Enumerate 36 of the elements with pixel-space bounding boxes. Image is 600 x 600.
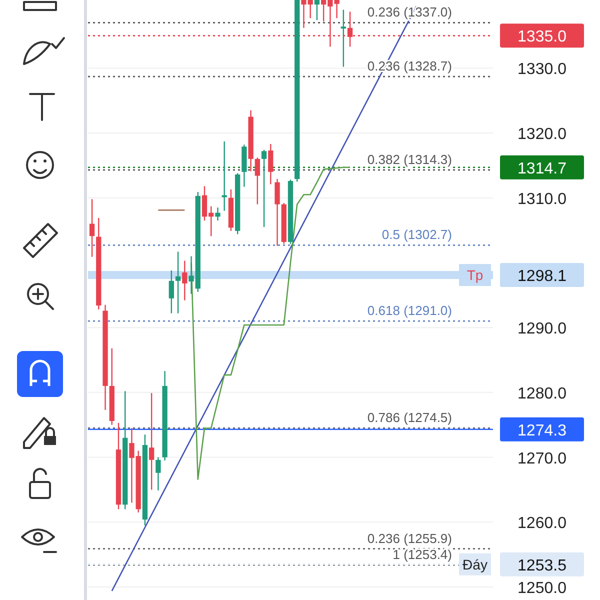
annotation: Đáy xyxy=(462,556,488,572)
candlestick xyxy=(274,178,280,246)
candlestick xyxy=(222,140,227,212)
y-tick-label: 1290.0 xyxy=(518,320,567,338)
annotation: Tp xyxy=(466,267,484,284)
ref-line-label: 1314.7 xyxy=(518,160,567,178)
annotation: 0.236 (1255.9) xyxy=(367,530,452,546)
y-tick-label: 1280.0 xyxy=(518,385,567,402)
ref-line-label: 1274.3 xyxy=(518,422,567,440)
candlestick xyxy=(89,198,95,258)
y-tick-label: 1270.0 xyxy=(518,450,567,468)
y-tick-label: 1330.0 xyxy=(518,61,567,78)
candlestick xyxy=(182,260,188,301)
candlestick xyxy=(175,251,181,314)
candlestick xyxy=(215,206,220,222)
y-tick-label: 1320.0 xyxy=(518,126,567,143)
y-tick-label: 1310.0 xyxy=(518,190,567,208)
ref-line-label: 1335.0 xyxy=(518,28,567,46)
line-series xyxy=(190,166,351,480)
ref-line-label: 1298.1 xyxy=(518,268,567,286)
annotation: 0.786 (1274.5) xyxy=(367,410,452,426)
candlestick xyxy=(261,149,267,228)
candlestick xyxy=(168,270,174,314)
candlestick xyxy=(156,456,161,491)
candlestick xyxy=(254,157,260,205)
annotation: 1 (1253.4) xyxy=(392,546,452,562)
y-tick-label: 1260.0 xyxy=(518,515,567,532)
annotation: 0.5 (1302.7) xyxy=(382,227,452,242)
y-tick-label: 1250.0 xyxy=(518,580,567,598)
annotation: 0.618 (1291.0) xyxy=(367,303,452,318)
candlestick xyxy=(148,392,154,490)
annotation: 0.382 (1314.3) xyxy=(367,152,452,167)
ref-line-label: 1253.5 xyxy=(518,557,567,574)
candlestick xyxy=(268,143,274,185)
candlestick xyxy=(314,0,320,21)
candlestick xyxy=(340,9,346,68)
